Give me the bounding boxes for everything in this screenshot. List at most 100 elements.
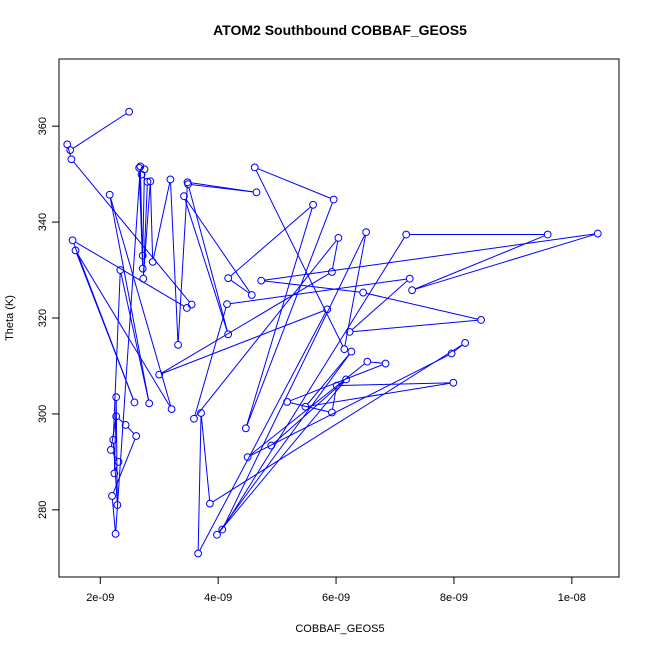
data-point <box>213 530 221 539</box>
series-segment <box>352 319 478 333</box>
data-point <box>345 328 354 336</box>
x-tick-label: 1e-08 <box>558 592 586 604</box>
data-point <box>116 266 125 274</box>
series-segment <box>340 382 450 387</box>
data-point <box>114 457 123 466</box>
series-segment <box>223 237 405 527</box>
data-point <box>190 414 198 423</box>
series-segment <box>307 353 350 405</box>
series-segment <box>120 273 149 401</box>
series-segment <box>127 427 135 434</box>
series-segment <box>199 312 327 551</box>
data-point <box>301 402 310 411</box>
series-segment <box>197 416 202 551</box>
x-axis: 2e-09 4e-09 6e-09 8e-09 1e-08 <box>86 576 586 604</box>
series-segment <box>264 280 360 293</box>
series-segment <box>230 206 311 277</box>
data-point <box>477 316 485 324</box>
series-segment <box>257 168 331 199</box>
data-point <box>329 195 338 204</box>
series-segment <box>188 187 228 332</box>
series-segment <box>73 161 190 303</box>
chart-title: ATOM2 Southbound COBBAF_GEOS5 <box>213 22 467 38</box>
series-segment <box>115 464 118 471</box>
data-point <box>111 529 120 538</box>
data-point <box>183 304 191 312</box>
data-point <box>146 177 155 186</box>
data-point <box>130 398 139 407</box>
series-segment <box>332 241 339 269</box>
series-segment <box>230 278 407 305</box>
data-point <box>148 257 157 266</box>
data-point <box>334 234 343 242</box>
series-segment <box>112 443 118 502</box>
data-point <box>323 305 332 314</box>
data-point <box>112 412 121 421</box>
data-point <box>194 549 203 558</box>
series-segment <box>149 184 154 259</box>
data-point <box>243 453 252 461</box>
series-segment <box>138 171 144 253</box>
x-tick-label: 8e-09 <box>440 592 468 604</box>
series-segment <box>200 416 211 501</box>
data-point <box>332 381 341 390</box>
series-segment <box>184 199 228 332</box>
x-axis-label: COBBAF_GEOS5 <box>295 623 384 635</box>
series-segment <box>113 400 117 471</box>
data-point <box>139 274 148 283</box>
series-segment <box>185 198 251 293</box>
y-tick-label: 360 <box>37 117 49 135</box>
data-point <box>252 188 261 197</box>
series-segment <box>212 344 463 503</box>
data-point <box>184 180 192 189</box>
data-point <box>138 251 147 260</box>
data-point <box>197 409 205 417</box>
data-point <box>106 445 115 454</box>
data-point <box>328 268 336 276</box>
series-segment <box>195 240 337 417</box>
data-point <box>166 175 175 184</box>
series-segment <box>152 182 171 259</box>
data-point <box>247 291 256 299</box>
series-segment <box>177 185 188 342</box>
series-segment <box>453 344 463 352</box>
data-point <box>408 286 416 295</box>
data-point <box>405 274 414 283</box>
series-segment <box>290 402 329 413</box>
series-segment <box>273 381 344 444</box>
series-segment <box>218 354 350 533</box>
series-segment <box>264 233 595 281</box>
data-point <box>224 330 233 339</box>
series-segment <box>218 381 345 533</box>
data-point <box>67 155 76 164</box>
data-point <box>362 228 371 237</box>
data-point <box>250 163 259 172</box>
data-point <box>71 246 80 255</box>
series-segment <box>370 361 383 364</box>
series-segment <box>170 182 179 342</box>
data-point <box>121 421 130 429</box>
y-axis: 280 300 320 340 360 <box>37 117 60 519</box>
series-segment <box>109 197 150 401</box>
data-point <box>257 276 266 285</box>
series-segment <box>308 382 451 407</box>
data-point <box>543 230 552 239</box>
data-point <box>223 300 231 308</box>
series-segment <box>415 234 595 290</box>
data-point <box>113 501 122 509</box>
series-segment <box>76 253 171 407</box>
data-point <box>267 441 276 450</box>
data-point <box>180 192 188 201</box>
data-point <box>447 349 456 358</box>
y-tick-label: 340 <box>37 213 49 231</box>
series-segment <box>115 169 141 531</box>
data-point <box>309 200 317 209</box>
series-segment <box>246 207 313 426</box>
data-point <box>143 177 152 186</box>
data-point <box>187 300 196 309</box>
data-point <box>135 163 144 172</box>
series-segment <box>67 147 71 157</box>
x-tick-label: 4e-09 <box>204 592 232 604</box>
data-point <box>132 432 141 440</box>
data-point <box>167 405 176 414</box>
